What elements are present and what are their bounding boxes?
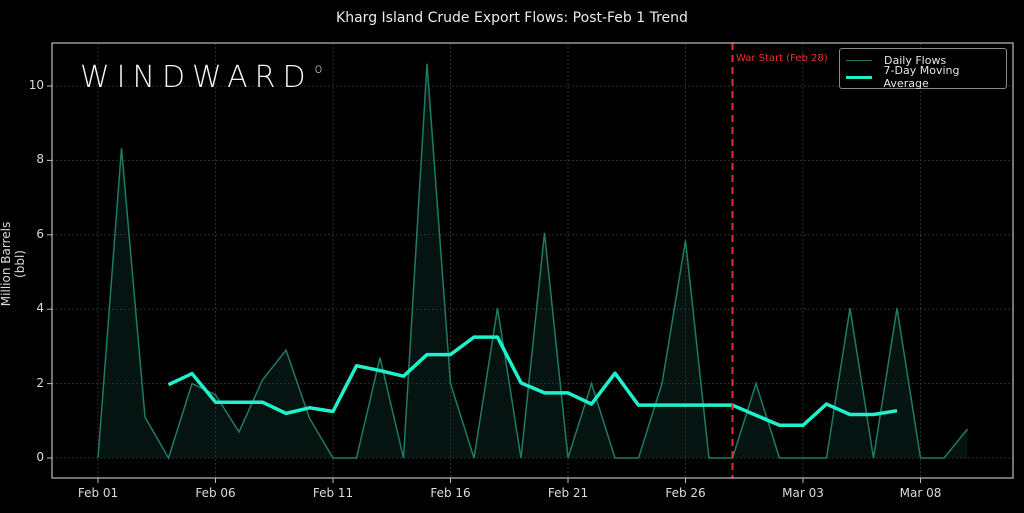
plot-frame [51,42,1014,479]
y-tick-label: 2 [36,375,44,390]
y-tick-label: 4 [36,301,44,316]
daily-flows-line [97,63,969,460]
y-axis-label: Million Barrels (bbl) [0,221,27,307]
x-tick-label: Feb 16 [430,486,471,500]
grid-lines [52,43,1013,478]
legend: Daily Flows 7-Day Moving Average [839,48,1007,90]
x-tick-label: Mar 08 [899,486,942,500]
x-tick-label: Mar 03 [782,486,824,500]
x-tick-label: Feb 01 [77,486,119,500]
logo-text: WINDWARD [80,60,313,95]
y-tick-label: 6 [36,226,44,241]
daily-flows-area [98,63,968,459]
y-tick-label: 10 [28,78,44,92]
x-tick-label: Feb 21 [547,486,589,500]
moving-average-line [167,335,898,428]
x-tick-label: Feb 26 [665,486,706,500]
chart-title: Kharg Island Crude Export Flows: Post-Fe… [336,10,688,26]
legend-item-daily: Daily Flows [846,51,946,69]
axis-ticks [47,85,921,483]
ma-swatch-icon [846,75,872,79]
war-start-label: War Start (Feb 28) [736,53,828,64]
x-tick-label: Feb 11 [312,486,354,500]
legend-item-ma: 7-Day Moving Average [846,64,1006,90]
legend-daily-label: Daily Flows [884,53,947,67]
x-tick-label: Feb 06 [195,486,236,500]
legend-ma-label: 7-Day Moving Average [883,64,960,90]
daily-swatch-icon [846,59,872,61]
logo-mark: o [314,62,323,77]
y-tick-label: 8 [36,152,44,167]
windward-logo: WINDWARD o [80,60,323,95]
y-tick-label: 0 [36,450,44,464]
